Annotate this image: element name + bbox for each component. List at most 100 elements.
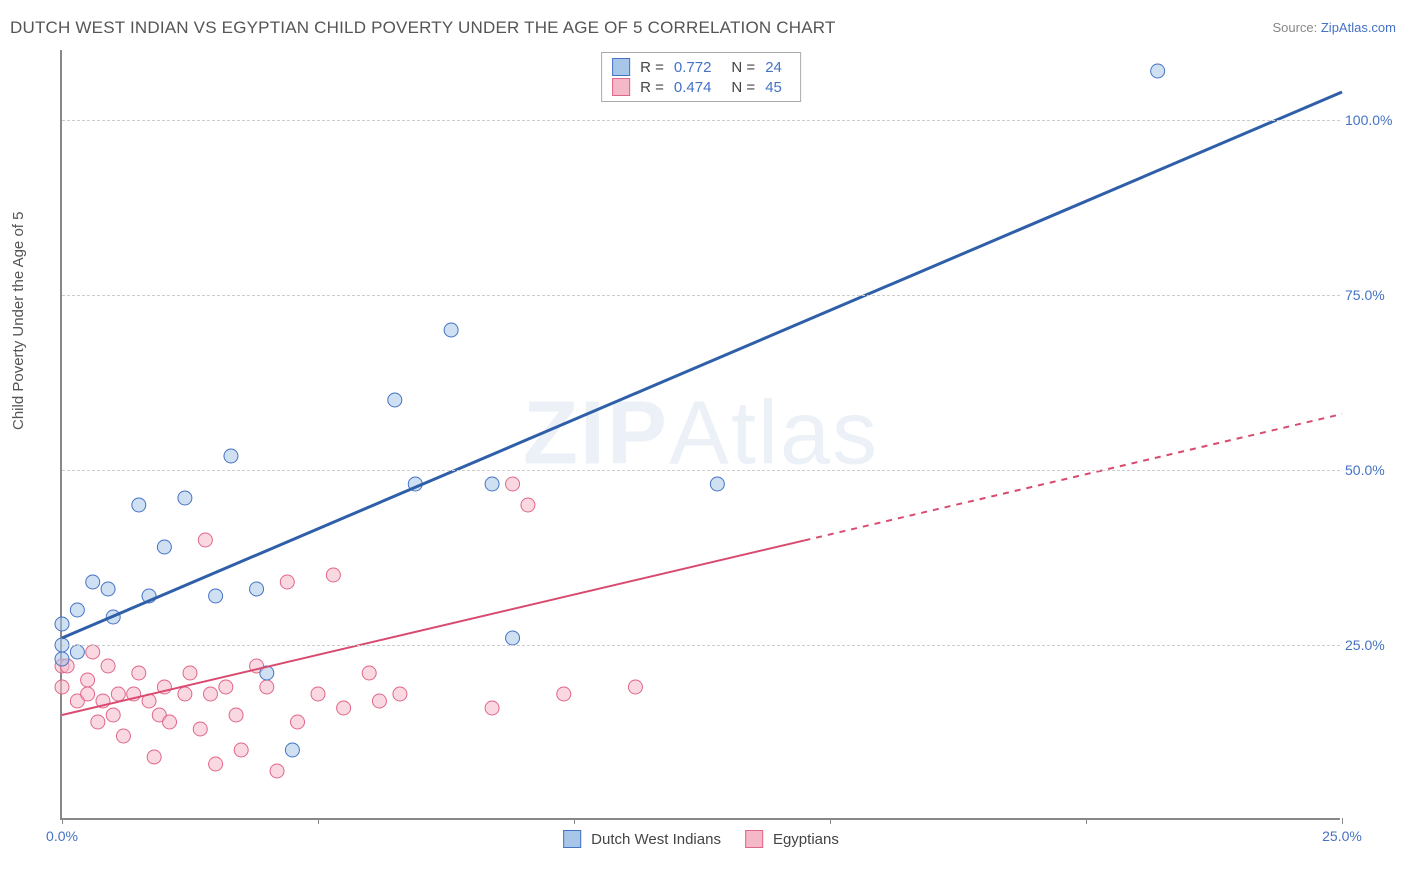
chart-title: DUTCH WEST INDIAN VS EGYPTIAN CHILD POVE… [10, 18, 836, 38]
source-value: ZipAtlas.com [1321, 20, 1396, 35]
legend-r-label: R = [640, 59, 664, 76]
y-tick-label: 75.0% [1345, 287, 1400, 303]
title-bar: DUTCH WEST INDIAN VS EGYPTIAN CHILD POVE… [10, 18, 1396, 38]
scatter-point [326, 568, 340, 582]
scatter-point [163, 715, 177, 729]
source-label: Source: [1272, 20, 1320, 35]
legend-series-item: Egyptians [745, 830, 839, 848]
scatter-point [291, 715, 305, 729]
scatter-point [81, 687, 95, 701]
legend-stat-row: R = 0.772 N = 24 [612, 57, 786, 77]
scatter-point [91, 715, 105, 729]
scatter-point [393, 687, 407, 701]
legend-swatch [612, 78, 630, 96]
scatter-point [234, 743, 248, 757]
x-tick-label: 25.0% [1322, 828, 1362, 844]
y-tick-label: 25.0% [1345, 637, 1400, 653]
scatter-point [106, 708, 120, 722]
legend-n-value: 24 [765, 59, 782, 76]
plot-area: ZIPAtlas R =0.772N =24R =0.474N =45 Dutc… [60, 50, 1340, 820]
scatter-point [147, 750, 161, 764]
scatter-point [224, 449, 238, 463]
x-tick [1086, 818, 1087, 824]
trend-line [804, 414, 1342, 540]
trend-line [62, 92, 1342, 638]
scatter-point [485, 701, 499, 715]
scatter-point [157, 540, 171, 554]
legend-stat-row: R = 0.474 N = 45 [612, 77, 786, 97]
legend-swatch [612, 58, 630, 76]
scatter-point [337, 701, 351, 715]
x-tick [62, 818, 63, 824]
scatter-point [86, 575, 100, 589]
scatter-point [1151, 64, 1165, 78]
scatter-point [372, 694, 386, 708]
legend-stats: R = 0.772 N = 24 R = 0.474 N = 45 [601, 52, 801, 102]
y-tick-label: 50.0% [1345, 462, 1400, 478]
scatter-point [55, 680, 69, 694]
scatter-point [521, 498, 535, 512]
scatter-point [444, 323, 458, 337]
x-tick [574, 818, 575, 824]
legend-series-label: Dutch West Indians [591, 831, 721, 848]
gridline-h [62, 470, 1340, 471]
scatter-point [229, 708, 243, 722]
legend-swatch [745, 830, 763, 848]
legend-n-value: 45 [765, 79, 782, 96]
scatter-point [362, 666, 376, 680]
gridline-h [62, 295, 1340, 296]
scatter-point [132, 666, 146, 680]
scatter-point [311, 687, 325, 701]
legend-series-item: Dutch West Indians [563, 830, 721, 848]
legend-r-label: R = [640, 79, 664, 96]
x-tick [1342, 818, 1343, 824]
scatter-point [260, 680, 274, 694]
scatter-point [55, 652, 69, 666]
x-tick-label: 0.0% [46, 828, 78, 844]
scatter-point [506, 477, 520, 491]
scatter-point [485, 477, 499, 491]
y-axis-label: Child Poverty Under the Age of 5 [10, 212, 27, 430]
x-tick [318, 818, 319, 824]
scatter-point [111, 687, 125, 701]
scatter-point [101, 582, 115, 596]
scatter-point [183, 666, 197, 680]
legend-r-value: 0.772 [674, 59, 712, 76]
scatter-point [86, 645, 100, 659]
scatter-point [203, 687, 217, 701]
correlation-chart: DUTCH WEST INDIAN VS EGYPTIAN CHILD POVE… [0, 0, 1406, 892]
scatter-point [628, 680, 642, 694]
trend-line [62, 540, 804, 715]
scatter-point [388, 393, 402, 407]
scatter-point [209, 589, 223, 603]
scatter-point [506, 631, 520, 645]
scatter-point [219, 680, 233, 694]
scatter-point [81, 673, 95, 687]
gridline-h [62, 120, 1340, 121]
legend-n-label: N = [731, 59, 755, 76]
scatter-point [132, 498, 146, 512]
scatter-point [101, 659, 115, 673]
scatter-point [250, 582, 264, 596]
scatter-point [557, 687, 571, 701]
source-attribution: Source: ZipAtlas.com [1272, 19, 1396, 37]
legend-swatch [563, 830, 581, 848]
scatter-point [198, 533, 212, 547]
scatter-point [178, 687, 192, 701]
gridline-h [62, 645, 1340, 646]
x-tick [830, 818, 831, 824]
legend-n-label: N = [731, 79, 755, 96]
scatter-point [710, 477, 724, 491]
legend-r-value: 0.474 [674, 79, 712, 96]
scatter-point [70, 603, 84, 617]
plot-svg [62, 50, 1340, 818]
scatter-point [280, 575, 294, 589]
y-tick-label: 100.0% [1345, 112, 1400, 128]
scatter-point [193, 722, 207, 736]
scatter-point [55, 617, 69, 631]
legend-series-label: Egyptians [773, 831, 839, 848]
scatter-point [270, 764, 284, 778]
scatter-point [116, 729, 130, 743]
scatter-point [209, 757, 223, 771]
scatter-point [178, 491, 192, 505]
